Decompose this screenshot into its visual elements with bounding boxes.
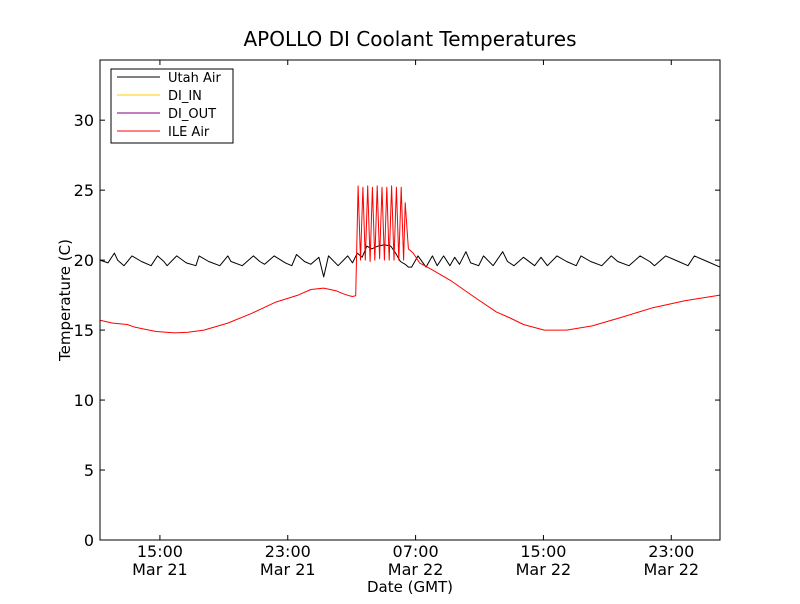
y-tick-label-20: 20 [74, 251, 94, 270]
legend: Utah Air DI_IN DI_OUT ILE Air [110, 68, 234, 144]
legend-label-di-out: DI_OUT [168, 107, 216, 122]
y-tick-label-10: 10 [74, 391, 94, 410]
series-line-utah-air [99, 244, 721, 278]
y-axis-title: Temperature (C) [56, 239, 74, 362]
y-tick-label-25: 25 [74, 181, 94, 200]
y-tick-label-30: 30 [74, 111, 94, 130]
x-tick-date-label-2: Mar 22 [388, 560, 444, 579]
chart-title: APOLLO DI Coolant Temperatures [243, 27, 576, 51]
series-line-ile-air [99, 185, 721, 334]
x-tick-time-label-1: 23:00 [265, 542, 311, 561]
x-tick-time-label-2: 07:00 [393, 542, 439, 561]
y-tick-label-15: 15 [74, 321, 94, 340]
x-tick-date-label-0: Mar 21 [132, 560, 188, 579]
series-layer [99, 185, 721, 334]
x-axis-title: Date (GMT) [367, 578, 453, 596]
x-tick-date-label-1: Mar 21 [260, 560, 316, 579]
y-tick-label-0: 0 [84, 531, 94, 550]
plot-frame [99, 59, 721, 541]
x-tick-time-label-0: 15:00 [137, 542, 183, 561]
legend-label-di-in: DI_IN [168, 89, 202, 104]
legend-label-ile-air: ILE Air [168, 125, 210, 140]
y-tick-label-5: 5 [84, 461, 94, 480]
x-tick-time-label-4: 23:00 [648, 542, 694, 561]
x-tick-time-label-3: 15:00 [520, 542, 566, 561]
x-tick-date-label-4: Mar 22 [643, 560, 699, 579]
legend-label-utah-air: Utah Air [168, 71, 221, 86]
x-tick-date-label-3: Mar 22 [516, 560, 572, 579]
